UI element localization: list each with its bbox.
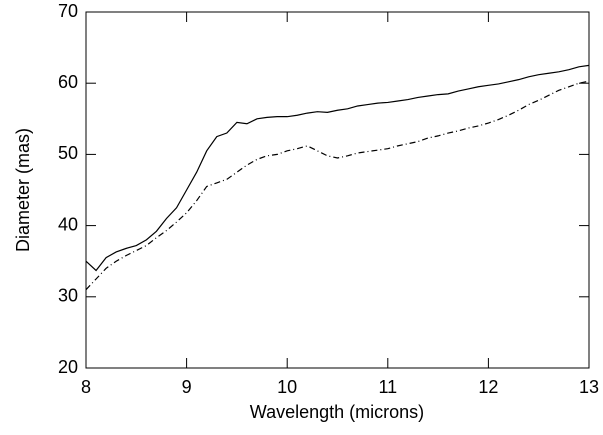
- x-tick-label: 8: [81, 377, 91, 397]
- x-tick-label: 13: [579, 377, 599, 397]
- x-axis-title: Wavelength (microns): [250, 402, 424, 422]
- x-tick-label: 9: [182, 377, 192, 397]
- y-tick-label: 50: [58, 143, 78, 163]
- x-tick-label: 12: [478, 377, 498, 397]
- x-tick-label: 11: [378, 377, 397, 397]
- y-tick-label: 40: [58, 214, 78, 234]
- y-tick-label: 60: [58, 72, 78, 92]
- y-axis-title: Diameter (mas): [13, 128, 33, 252]
- x-tick-label: 10: [277, 377, 297, 397]
- y-tick-label: 30: [58, 286, 78, 306]
- series-line: [85, 64, 590, 272]
- y-tick-label: 20: [58, 357, 78, 377]
- plot-frame: [85, 11, 590, 369]
- y-tick-label: 70: [58, 1, 78, 21]
- series-line: [85, 80, 590, 291]
